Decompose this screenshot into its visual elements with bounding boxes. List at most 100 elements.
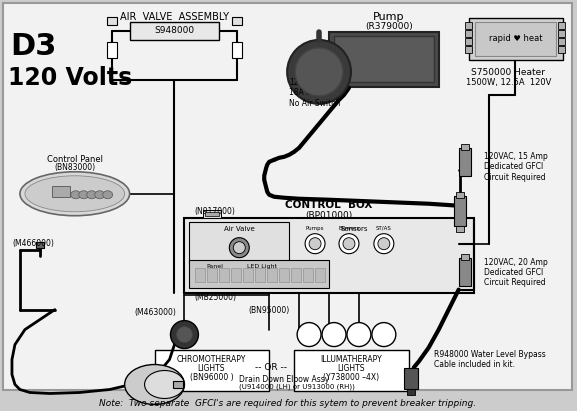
Ellipse shape (20, 172, 130, 216)
Text: D3: D3 (10, 32, 57, 61)
Ellipse shape (79, 191, 89, 199)
Bar (407, 390, 415, 395)
Ellipse shape (145, 371, 185, 399)
Bar (291, 268, 301, 282)
Bar (460, 254, 469, 260)
Text: Drain Down Elbow Assy: Drain Down Elbow Assy (239, 374, 329, 383)
Bar (107, 17, 117, 25)
Ellipse shape (170, 321, 198, 349)
Text: Panel: Panel (207, 264, 223, 269)
Bar (207, 268, 218, 282)
Bar (303, 268, 313, 282)
Bar (464, 22, 471, 29)
Text: (BN83000): (BN83000) (54, 163, 95, 172)
Ellipse shape (297, 323, 321, 346)
Text: (M466000): (M466000) (12, 239, 54, 248)
Bar (559, 46, 565, 53)
Bar (456, 226, 464, 232)
Ellipse shape (103, 191, 113, 199)
Bar (107, 42, 117, 58)
Bar (267, 268, 277, 282)
Text: (U914000 (LH) or U913000 (RH)): (U914000 (LH) or U913000 (RH)) (239, 383, 355, 390)
Bar (196, 268, 205, 282)
Bar (464, 38, 471, 45)
Text: (BN96000 ): (BN96000 ) (190, 372, 233, 381)
Bar (36, 242, 44, 248)
Text: (M463000): (M463000) (134, 307, 177, 316)
Ellipse shape (87, 191, 97, 199)
Text: 120 Volts: 120 Volts (8, 66, 132, 90)
Ellipse shape (374, 234, 394, 254)
Text: Blowers: Blowers (338, 226, 359, 231)
Bar (233, 17, 242, 25)
Text: CHROMOTHERAPY: CHROMOTHERAPY (177, 355, 246, 364)
Bar (464, 46, 471, 53)
Bar (231, 268, 241, 282)
Ellipse shape (322, 323, 346, 346)
Text: R948000 Water Level Bypass
Cable included in kit.: R948000 Water Level Bypass Cable include… (434, 349, 545, 369)
Ellipse shape (372, 323, 396, 346)
Text: LIGHTS: LIGHTS (337, 364, 365, 372)
Bar (185, 218, 474, 293)
Text: 120V/60Hz
18A Max
No Air Switch: 120V/60Hz 18A Max No Air Switch (289, 78, 340, 108)
Ellipse shape (125, 365, 185, 404)
Bar (294, 349, 409, 392)
Text: (BN95000): (BN95000) (249, 306, 290, 314)
Text: Pump: Pump (373, 12, 404, 22)
Ellipse shape (177, 327, 193, 342)
Bar (454, 196, 466, 226)
Bar (559, 30, 565, 37)
Text: Control Panel: Control Panel (47, 155, 103, 164)
Text: ILLUMATHERAPY: ILLUMATHERAPY (320, 355, 382, 364)
Text: rapid ♥ heat: rapid ♥ heat (489, 35, 542, 44)
Ellipse shape (95, 191, 104, 199)
Ellipse shape (378, 238, 390, 249)
Text: (BP01000): (BP01000) (305, 211, 353, 220)
Text: LED Light: LED Light (248, 264, 278, 269)
Text: ST/AS: ST/AS (376, 226, 392, 231)
Bar (404, 367, 418, 390)
Text: Sensors: Sensors (340, 226, 368, 232)
Bar (155, 349, 269, 392)
Bar (475, 22, 556, 56)
Text: S750000 Heater: S750000 Heater (471, 68, 545, 77)
Ellipse shape (347, 323, 371, 346)
Text: 120VAC, 20 Amp
Dedicated GFCI
Circuit Required: 120VAC, 20 Amp Dedicated GFCI Circuit Re… (484, 258, 548, 287)
Ellipse shape (305, 234, 325, 254)
Bar (189, 260, 329, 288)
Text: (N917000): (N917000) (194, 207, 235, 216)
Bar (456, 192, 464, 198)
Bar (334, 36, 434, 82)
Bar (130, 22, 219, 40)
Bar (279, 268, 289, 282)
Text: S948000: S948000 (155, 26, 194, 35)
Bar (460, 144, 469, 150)
Text: 1500W, 12.5A  120V: 1500W, 12.5A 120V (466, 78, 551, 87)
Bar (315, 268, 325, 282)
Ellipse shape (25, 176, 125, 212)
Text: -- OR --: -- OR -- (255, 363, 287, 372)
Bar (219, 268, 229, 282)
Text: (R379000): (R379000) (365, 22, 413, 31)
Bar (459, 258, 471, 286)
Text: (Y738000 –4X): (Y738000 –4X) (323, 372, 379, 381)
Bar (329, 32, 439, 87)
Bar (464, 30, 471, 37)
Bar (469, 18, 563, 60)
Ellipse shape (343, 238, 355, 249)
Ellipse shape (309, 238, 321, 249)
Ellipse shape (295, 48, 343, 96)
Ellipse shape (233, 242, 245, 254)
Bar (52, 186, 70, 197)
Text: CONTROL  BOX: CONTROL BOX (286, 200, 373, 210)
Ellipse shape (71, 191, 81, 199)
Text: Pumps: Pumps (306, 226, 324, 231)
Bar (233, 42, 242, 58)
Bar (174, 381, 183, 388)
Bar (204, 210, 222, 218)
Bar (243, 268, 253, 282)
Bar (255, 268, 265, 282)
Text: 120VAC, 15 Amp
Dedicated GFCI
Circuit Required: 120VAC, 15 Amp Dedicated GFCI Circuit Re… (484, 152, 548, 182)
Bar (205, 212, 219, 216)
Text: Note:  Two separate  GFCI's are required for this sytem to prevent breaker tripp: Note: Two separate GFCI's are required f… (99, 399, 475, 409)
